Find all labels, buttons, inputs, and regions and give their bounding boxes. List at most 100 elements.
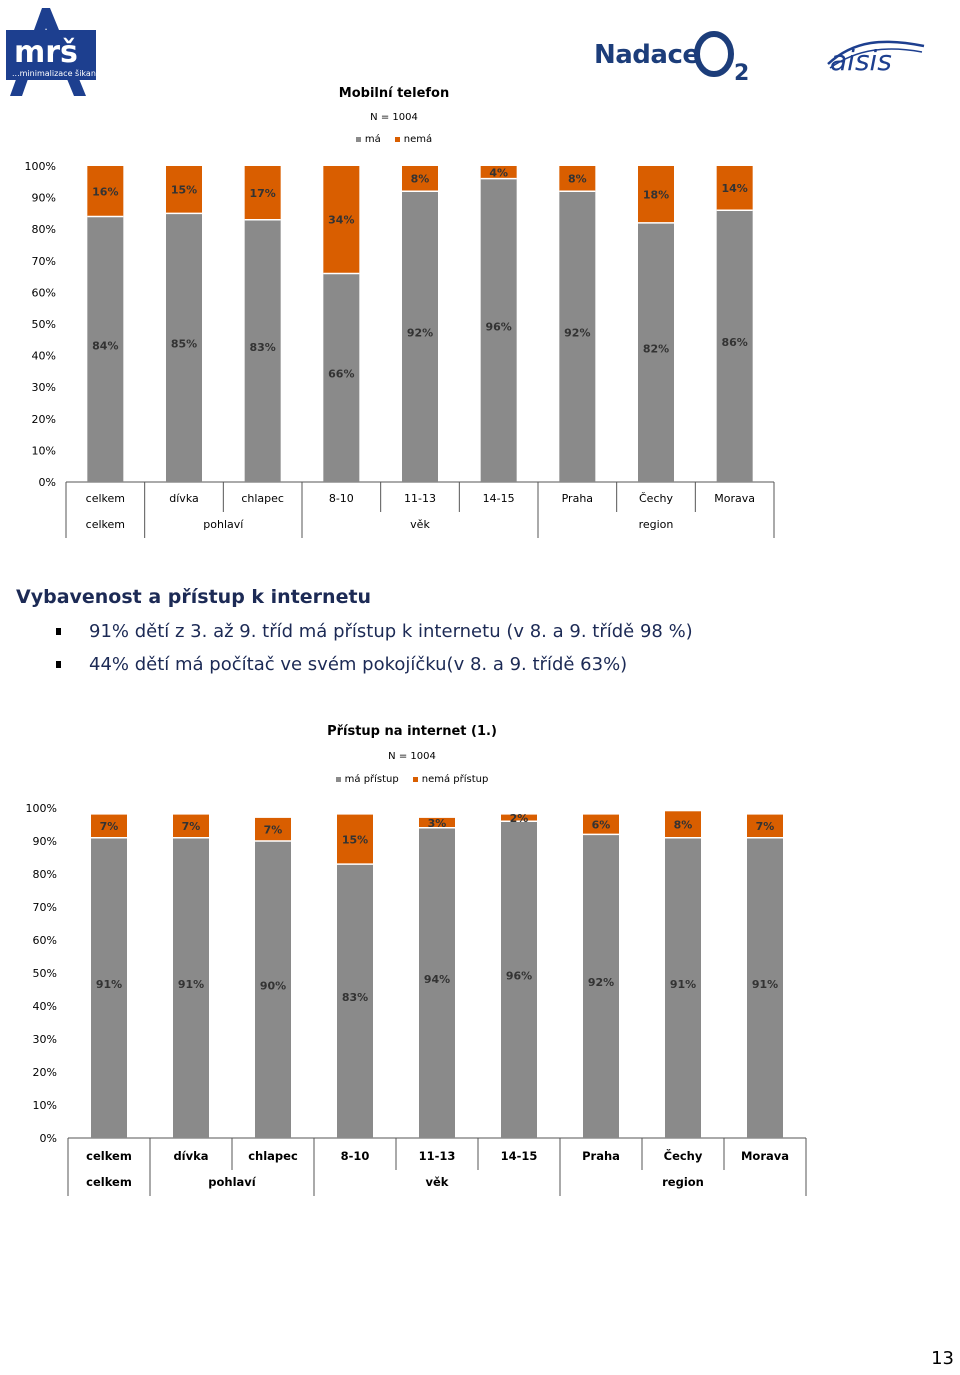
data-label: 6% <box>592 819 611 832</box>
aisis-logo: aisis <box>824 34 928 78</box>
legend-item-ma: má <box>355 134 381 145</box>
data-label: 91% <box>670 978 696 991</box>
data-label: 92% <box>588 976 614 989</box>
data-label: 16% <box>92 185 118 198</box>
data-label: 3% <box>428 817 447 830</box>
y-tick-label: 10% <box>32 444 56 457</box>
o2-logo-text: Nadace <box>594 40 700 70</box>
chart-internet-access: 0% 10% 20% 30% 40% 50% 60% 70% 80% 90% 100% celkem p… <box>26 802 807 1196</box>
category-label: Čechy <box>664 1148 703 1163</box>
group-label: celkem <box>86 1175 132 1189</box>
category-label: Morava <box>714 492 755 505</box>
bar-má-přístup <box>583 834 619 1138</box>
y-tick-label: 30% <box>32 381 56 394</box>
y-tick-label: 80% <box>32 223 56 236</box>
bar-má-přístup <box>255 841 291 1138</box>
bar-nemá <box>323 166 360 274</box>
data-label: 15% <box>342 833 368 846</box>
bar-nemá <box>559 166 596 192</box>
bar-má <box>402 191 438 482</box>
data-label: 34% <box>328 214 354 227</box>
category-label: Čechy <box>639 492 673 505</box>
bullet-item: 44% dětí má počítač ve svém pokojíčku(v … <box>50 651 693 684</box>
bar-nemá-přístup <box>419 817 455 828</box>
bar-nemá-přístup <box>337 814 373 865</box>
y-tick-label: 70% <box>33 901 57 914</box>
bar-nemá <box>480 166 517 179</box>
bar-nemá <box>87 166 124 217</box>
bar-má-přístup <box>747 837 783 1138</box>
data-label: 91% <box>178 978 204 991</box>
group-label: pohlaví <box>203 518 244 531</box>
chart1-legend: má nemá <box>294 134 494 145</box>
bullet-marker <box>56 661 61 668</box>
data-label: 84% <box>92 339 118 352</box>
category-label: chlapec <box>248 1149 298 1163</box>
bar-nemá <box>244 166 281 220</box>
group-label: region <box>662 1175 704 1189</box>
data-label: 7% <box>756 820 775 833</box>
data-label: 7% <box>264 823 283 836</box>
bar-nemá-přístup <box>255 817 291 841</box>
data-label: 8% <box>568 173 587 186</box>
group-label: věk <box>426 1175 449 1189</box>
data-label: 82% <box>643 342 669 355</box>
legend-label: má přístup <box>344 774 399 785</box>
mrs-logo-text: mrš <box>14 35 78 70</box>
data-label: 15% <box>171 184 197 197</box>
data-label: 94% <box>424 973 450 986</box>
data-label: 14% <box>721 182 747 195</box>
y-tick-label: 100% <box>25 160 56 173</box>
data-label: 92% <box>564 327 590 340</box>
data-label: 91% <box>752 978 778 991</box>
bullet-text: 91% dětí z 3. až 9. tříd má přístup k in… <box>89 621 693 642</box>
data-label: 96% <box>506 970 532 983</box>
y-tick-label: 40% <box>33 1000 57 1013</box>
data-label: 8% <box>411 173 430 186</box>
data-label: 90% <box>260 980 286 993</box>
bar-má <box>244 219 281 482</box>
data-label: 17% <box>249 187 275 200</box>
data-label: 66% <box>328 368 354 381</box>
data-label: 92% <box>407 327 433 340</box>
data-label: 2% <box>510 812 529 825</box>
bar-má-přístup <box>419 827 455 1138</box>
bar-má-přístup <box>91 837 127 1138</box>
y-tick-label: 100% <box>26 802 57 815</box>
o2-logo-sub: 2 <box>734 61 749 84</box>
y-tick-label: 60% <box>32 286 56 299</box>
data-label: 85% <box>171 338 197 351</box>
aisis-logo-text: aisis <box>830 44 892 77</box>
section-heading: Vybavenost a přístup k internetu <box>16 586 372 608</box>
group-label: region <box>639 518 674 531</box>
y-tick-label: 50% <box>33 967 57 980</box>
chart2-n-label: N = 1004 <box>388 751 436 762</box>
bullet-text: 44% dětí má počítač ve svém pokojíčku(v … <box>89 654 628 675</box>
group-label: pohlaví <box>208 1175 257 1189</box>
data-label: 7% <box>100 820 119 833</box>
mrs-logo-tagline: ...minimalizace šikany <box>12 68 101 78</box>
bar-má <box>480 178 517 482</box>
bar-nemá-přístup <box>501 814 537 822</box>
page-number: 13 <box>931 1348 954 1369</box>
chart1-title: Mobilní telefon <box>338 86 450 101</box>
category-label: 11-13 <box>419 1149 456 1163</box>
category-label: dívka <box>173 1149 208 1163</box>
bar-má-přístup <box>665 837 701 1138</box>
bar-nemá <box>638 166 674 223</box>
category-label: celkem <box>86 492 125 505</box>
bar-nemá-přístup <box>747 814 783 838</box>
group-label: celkem <box>86 518 125 531</box>
category-label: Praha <box>582 1149 620 1163</box>
category-label: 8-10 <box>341 1149 370 1163</box>
chart2-title: Přístup na internet (1.) <box>327 724 497 739</box>
category-label: 14-15 <box>501 1149 538 1163</box>
bar-má-přístup <box>337 864 373 1138</box>
bullet-marker <box>56 628 61 635</box>
bar-má-přístup <box>173 837 209 1138</box>
category-label: 14-15 <box>483 492 515 505</box>
data-label: 86% <box>721 336 747 349</box>
y-tick-label: 10% <box>33 1099 57 1112</box>
bar-má <box>323 273 360 482</box>
group-label: věk <box>410 518 430 531</box>
